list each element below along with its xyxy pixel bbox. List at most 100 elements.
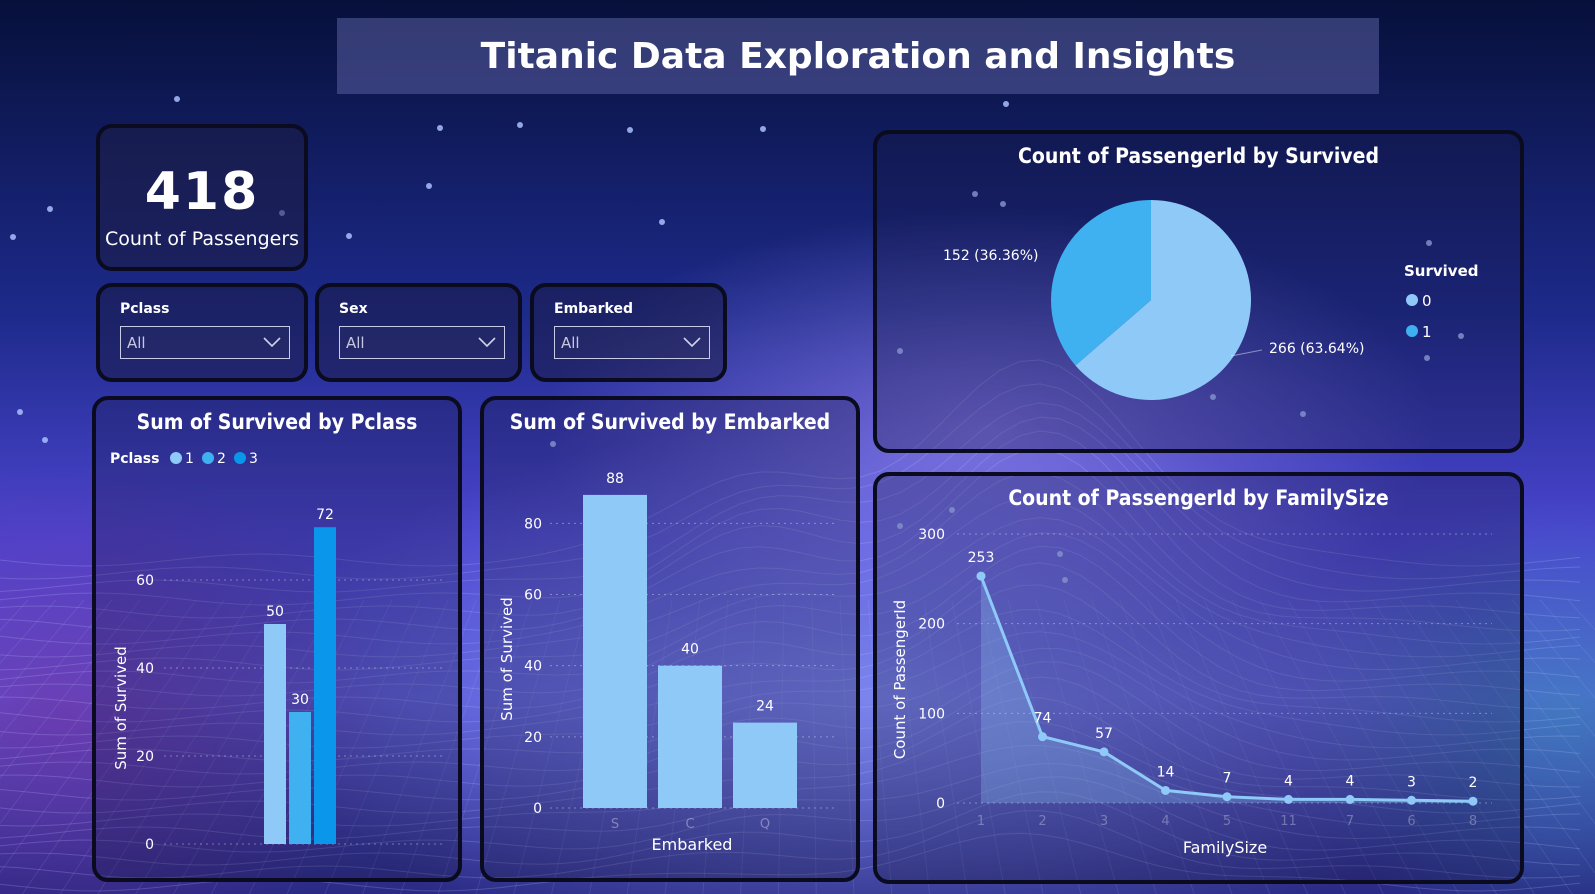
data-label: 88 [606, 471, 624, 487]
chart-title: Count of PassengerId by FamilySize [1008, 486, 1389, 510]
data-label: 3 [1407, 774, 1416, 790]
mesh-line [0, 599, 57, 664]
mesh-line [1427, 599, 1595, 825]
star-dot [1426, 240, 1432, 246]
mesh-line [1511, 599, 1595, 699]
data-point [1468, 796, 1478, 806]
kpi-label: Count of Passengers [104, 228, 300, 250]
chart-survived-by-embarked[interactable]: Sum of Survived by Embarked 0 20 40 60 80 Sum… [480, 396, 860, 882]
star-dot [1424, 355, 1430, 361]
mesh-line [286, 599, 421, 894]
mesh-line [1119, 599, 1233, 894]
pie-slice-0 [1075, 200, 1252, 400]
star-dot [174, 96, 180, 102]
mesh-line [839, 599, 855, 894]
star-dot [659, 219, 665, 225]
mesh-line [0, 545, 1581, 697]
mesh-line [626, 599, 673, 894]
mesh-line [0, 599, 169, 825]
star-dot [550, 441, 556, 447]
legend-title: Survived [1404, 262, 1479, 280]
y-tick-label: 60 [524, 588, 542, 604]
star-dot [1062, 577, 1068, 583]
data-label: 30 [291, 692, 309, 708]
mesh-line [1287, 599, 1460, 894]
mesh-line [1231, 599, 1384, 894]
mesh-line [0, 791, 1581, 866]
mesh-line [0, 532, 1581, 684]
chart-svg: 0 20 40 60 80 Sum of Survived Embarked 88 S 40 C 24… [498, 471, 836, 854]
star-dot [517, 122, 523, 128]
slicer-embarked-title: Embarked [554, 301, 633, 317]
mesh-line [1147, 599, 1271, 894]
mesh-line [1007, 599, 1082, 894]
mesh-line [173, 599, 337, 894]
y-tick-label: 60 [136, 573, 154, 589]
mesh-line [1343, 599, 1535, 894]
x-tick-label: 1 [977, 814, 985, 829]
mesh-line [1091, 599, 1195, 894]
chart-survived-by-pclass[interactable]: Sum of Survived by Pclass Pclass 1 2 3 0 20 40… [92, 396, 462, 882]
data-label: 266 (63.64%) [1269, 341, 1364, 357]
star-dot [10, 234, 16, 240]
mesh-line [895, 599, 931, 894]
slicer-embarked-dropdown[interactable]: All [554, 326, 710, 359]
y-tick-label: 100 [918, 706, 945, 722]
mesh-line [0, 471, 1581, 645]
mesh-line [951, 599, 1006, 894]
mesh-line [324, 599, 449, 894]
mesh-line [1455, 599, 1595, 779]
slicer-sex-title: Sex [339, 301, 368, 317]
star-dot [1003, 101, 1009, 107]
y-axis-label: Sum of Survived [112, 646, 130, 770]
star-dot [437, 125, 443, 131]
legend-label: 3 [249, 451, 258, 467]
data-label: 14 [1157, 764, 1175, 780]
slicer-sex-dropdown[interactable]: All [339, 326, 505, 359]
page-title: Titanic Data Exploration and Insights [480, 35, 1236, 77]
data-point [1099, 747, 1109, 757]
y-axis-label: Sum of Survived [498, 597, 516, 721]
mesh-line [513, 599, 589, 894]
mesh-line [0, 661, 1581, 775]
chart-title: Sum of Survived by Pclass [136, 410, 418, 434]
pie-slice-1 [1051, 200, 1151, 366]
x-tick-label: 5 [1223, 814, 1231, 829]
mesh-line [1203, 599, 1346, 894]
mesh-line [1175, 599, 1309, 894]
mesh-line [979, 599, 1044, 894]
mesh-line [0, 383, 1581, 580]
chart-svg: 0 100 200 300 Count of PassengerId FamilySize… [891, 527, 1492, 857]
legend-marker [170, 452, 182, 464]
y-tick-label: 300 [918, 527, 945, 543]
y-tick-label: 0 [936, 796, 945, 812]
kpi-card-passenger-count[interactable]: 418 Count of Passengers [96, 124, 308, 271]
x-tick-label: 8 [1469, 814, 1477, 829]
mesh-line [1259, 599, 1422, 894]
chart-passengers-by-familysize[interactable]: Count of PassengerId by FamilySize 0 100 2… [873, 472, 1524, 884]
slicer-pclass-dropdown[interactable]: All [120, 326, 290, 359]
data-label: 4 [1284, 773, 1293, 789]
star-dot [897, 348, 903, 354]
mesh-line [0, 599, 197, 874]
x-tick-label: 3 [1100, 814, 1108, 829]
mesh-line [0, 599, 113, 738]
star-dot [1300, 411, 1306, 417]
data-point [976, 571, 986, 581]
y-tick-label: 40 [524, 659, 542, 675]
title-bar: Titanic Data Exploration and Insights [337, 18, 1379, 94]
data-label: 4 [1346, 773, 1355, 789]
data-label: 152 (36.36%) [943, 248, 1038, 264]
y-tick-label: 200 [918, 617, 945, 633]
mesh-line [0, 609, 1581, 736]
mesh-line [0, 776, 1581, 853]
mesh-line [437, 599, 533, 894]
chart-passengers-by-survived[interactable]: Count of PassengerId by Survived 266 (63… [873, 130, 1524, 453]
star-dot [1057, 551, 1063, 557]
mesh-line [1035, 599, 1120, 894]
data-label: 253 [968, 550, 995, 566]
slicer-embarked-value: All [561, 334, 580, 352]
chevron-down-icon [478, 337, 496, 348]
chart-svg: 266 (63.64%) 152 (36.36%) Survived 0 1 [943, 200, 1479, 400]
